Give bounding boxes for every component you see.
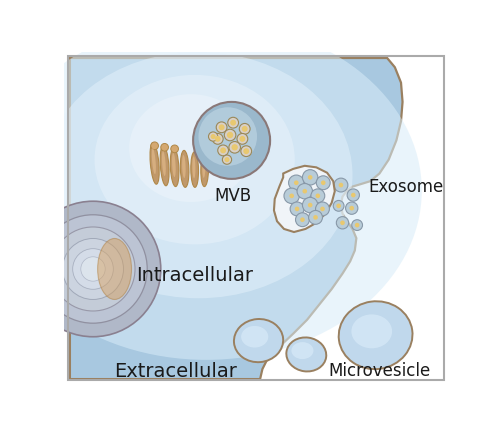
Circle shape <box>240 124 250 134</box>
Ellipse shape <box>201 153 208 187</box>
Ellipse shape <box>94 75 295 245</box>
Circle shape <box>290 194 294 198</box>
Circle shape <box>25 201 161 337</box>
Ellipse shape <box>172 153 176 177</box>
Circle shape <box>240 136 246 142</box>
Circle shape <box>302 189 307 194</box>
Circle shape <box>336 216 348 229</box>
Circle shape <box>320 206 325 211</box>
Circle shape <box>81 257 105 281</box>
Ellipse shape <box>241 326 268 347</box>
Circle shape <box>311 189 325 203</box>
Circle shape <box>208 132 218 141</box>
Ellipse shape <box>160 146 169 186</box>
Circle shape <box>220 147 226 153</box>
Circle shape <box>347 189 360 201</box>
Circle shape <box>321 181 326 185</box>
Circle shape <box>336 203 341 208</box>
Ellipse shape <box>234 319 283 362</box>
Ellipse shape <box>292 342 314 359</box>
Circle shape <box>161 143 168 151</box>
Circle shape <box>294 181 298 185</box>
Ellipse shape <box>286 337 327 372</box>
Circle shape <box>193 102 270 179</box>
Circle shape <box>352 220 362 231</box>
Ellipse shape <box>180 150 189 187</box>
Text: MVB: MVB <box>214 187 252 205</box>
Circle shape <box>334 178 348 192</box>
Ellipse shape <box>182 155 186 178</box>
Circle shape <box>218 124 224 130</box>
Circle shape <box>72 249 114 289</box>
Circle shape <box>222 155 232 164</box>
Circle shape <box>62 238 124 299</box>
Circle shape <box>230 120 236 126</box>
Circle shape <box>355 223 360 227</box>
Circle shape <box>229 142 240 153</box>
Circle shape <box>212 133 223 144</box>
Circle shape <box>302 197 318 213</box>
Ellipse shape <box>129 94 252 202</box>
Circle shape <box>151 142 158 149</box>
Circle shape <box>338 183 344 187</box>
Circle shape <box>51 227 135 311</box>
Circle shape <box>171 145 178 152</box>
Circle shape <box>284 188 300 203</box>
Circle shape <box>224 157 230 162</box>
Circle shape <box>216 122 227 133</box>
Circle shape <box>232 144 238 150</box>
Ellipse shape <box>202 157 205 178</box>
Circle shape <box>316 202 330 216</box>
Ellipse shape <box>152 148 156 174</box>
Circle shape <box>227 132 233 138</box>
Circle shape <box>340 220 345 225</box>
Text: Intracellular: Intracellular <box>136 266 253 285</box>
Circle shape <box>313 215 318 220</box>
Ellipse shape <box>0 21 422 360</box>
Circle shape <box>308 203 312 207</box>
Circle shape <box>241 146 252 156</box>
Circle shape <box>237 133 248 144</box>
Circle shape <box>300 217 305 222</box>
Circle shape <box>297 184 312 199</box>
Circle shape <box>316 176 330 190</box>
Text: Exosome: Exosome <box>368 178 443 196</box>
Polygon shape <box>70 58 402 379</box>
Circle shape <box>224 129 236 141</box>
Circle shape <box>308 210 322 224</box>
Ellipse shape <box>352 314 392 348</box>
Ellipse shape <box>191 152 198 187</box>
Ellipse shape <box>170 148 179 187</box>
Circle shape <box>351 193 356 197</box>
Circle shape <box>39 215 147 323</box>
Circle shape <box>215 136 220 142</box>
Circle shape <box>316 194 320 198</box>
Circle shape <box>302 170 318 185</box>
Ellipse shape <box>338 301 412 369</box>
Circle shape <box>346 202 358 214</box>
Circle shape <box>288 175 304 191</box>
Text: Microvesicle: Microvesicle <box>328 362 430 381</box>
Circle shape <box>295 206 300 211</box>
Text: Extracellular: Extracellular <box>114 362 236 381</box>
Circle shape <box>333 200 344 211</box>
Ellipse shape <box>150 143 159 184</box>
Circle shape <box>244 148 249 154</box>
Polygon shape <box>274 166 335 232</box>
Ellipse shape <box>192 156 196 178</box>
Circle shape <box>242 126 248 132</box>
Circle shape <box>198 107 257 166</box>
Ellipse shape <box>162 151 166 176</box>
Circle shape <box>290 202 304 216</box>
Circle shape <box>210 134 216 139</box>
Circle shape <box>296 213 310 227</box>
Ellipse shape <box>44 52 352 298</box>
Circle shape <box>308 175 312 180</box>
Circle shape <box>218 145 228 156</box>
Circle shape <box>350 206 354 210</box>
Circle shape <box>228 118 238 128</box>
Ellipse shape <box>98 238 132 299</box>
